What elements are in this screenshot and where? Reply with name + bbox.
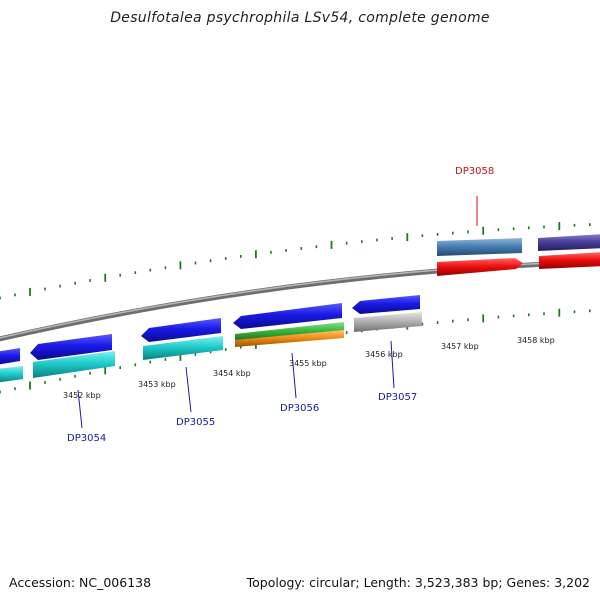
gene-label-dp3054[interactable]: DP3054 [67,433,106,444]
accession-text: Accession: NC_006138 [9,575,152,590]
gene-labels: DP3058 DP3054 DP3055 DP3056 DP3057 [67,166,494,444]
gene-label-dp3056[interactable]: DP3056 [280,403,319,414]
scale-label-3456: 3456 kbp [365,350,403,359]
scale-label-3453: 3453 kbp [138,380,176,389]
reverse-feature-track [0,295,422,383]
cds-block-dp3055-cyan[interactable] [143,336,223,360]
leader-lines [77,196,478,429]
cds-block-navy[interactable] [538,234,600,251]
genome-summary-text: Topology: circular; Length: 3,523,383 bp… [246,575,590,590]
map-title: Desulfotalea psychrophila LSv54, complet… [110,10,490,26]
scale-label-3454: 3454 kbp [213,369,251,378]
cds-arrow-dp3054[interactable] [30,334,112,360]
scale-label-3457: 3457 kbp [441,342,479,351]
gene-label-dp3058[interactable]: DP3058 [455,166,494,177]
cds-block-red-right[interactable] [539,252,600,269]
scale-label-3452: 3452 kbp [63,391,101,400]
feature-track [437,234,600,276]
cds-block-dp3056-green[interactable] [235,322,344,341]
cds-arrow-dp3056[interactable] [233,303,342,329]
cds-block-dp3057-grey[interactable] [354,312,422,332]
gene-label-dp3057[interactable]: DP3057 [378,392,417,403]
cds-arrow-dp3055[interactable] [141,318,221,342]
cds-block-dp3056-orange[interactable] [235,330,344,347]
scale-labels: 3452 kbp 3453 kbp 3454 kbp 3455 kbp 3456… [63,336,555,400]
scale-label-3455: 3455 kbp [289,359,327,368]
cds-arrow-dp3058[interactable] [437,258,523,276]
cds-arrow-left-edge[interactable] [0,348,20,365]
scale-label-3458: 3458 kbp [517,336,555,345]
cds-arrow-dp3057[interactable] [352,295,420,314]
cds-block-dp3054-cyan[interactable] [33,351,115,378]
cds-block-cyan-left-edge[interactable] [0,366,23,383]
cds-block-dp3058[interactable] [437,238,522,256]
gene-label-dp3055[interactable]: DP3055 [176,417,215,428]
outer-tick-track [0,222,591,300]
